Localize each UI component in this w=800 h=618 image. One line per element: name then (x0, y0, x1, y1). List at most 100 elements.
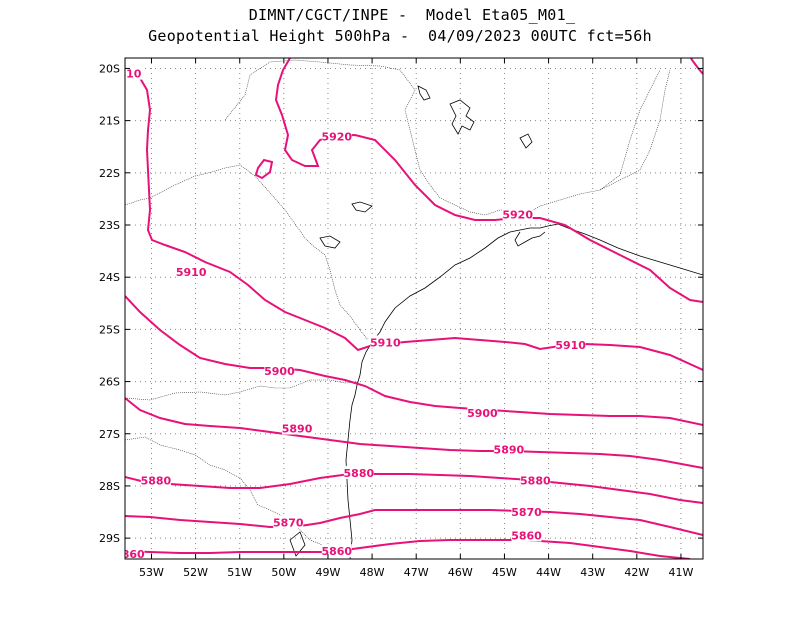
contour-label-background (125, 66, 142, 80)
contour-label-text: 5920 (502, 209, 533, 222)
coastline-and-borders (125, 59, 703, 559)
contour-label-background (321, 544, 352, 558)
contour-label: 5890 (494, 442, 525, 456)
contour-label: 5870 (511, 505, 542, 519)
contour-label-text: 5860 (321, 545, 352, 558)
contour-5920-ne (689, 58, 703, 75)
contour-label: 5900 (264, 364, 295, 378)
contour-label-background (321, 129, 352, 143)
lon-tick-label: 46W (448, 566, 473, 579)
contour-label: 5880 (520, 473, 551, 488)
axis-ticks: 53W 52W 51W 50W 49W 48W 47W 46W 45W 44W 43W 42W 41W 2… (99, 58, 703, 579)
contour-label: 5860 (321, 544, 352, 558)
lon-tick-label: 52W (183, 566, 208, 579)
state-border-pr-sc (125, 379, 359, 401)
contour-label-text: 5900 (467, 407, 498, 420)
contour-label-background (125, 546, 145, 559)
contour-label: 5860 (114, 546, 145, 561)
contour-label-text: 5870 (511, 506, 542, 519)
contour-5860 (125, 539, 691, 559)
reservoir-lake-3 (351, 201, 373, 213)
contour-label-text: 5910 (176, 266, 207, 279)
contour-label-background (555, 338, 586, 352)
lat-tick-label: 22S (99, 167, 120, 180)
contour-5890 (125, 397, 703, 469)
lon-tick-label: 50W (271, 566, 296, 579)
contour-label-background (370, 335, 401, 349)
contour-label: 5880 (140, 473, 172, 488)
graticule (125, 58, 703, 559)
lat-tick-label: 29S (99, 532, 120, 545)
lat-tick-label: 21S (99, 115, 120, 128)
map-frame (124, 57, 704, 560)
lon-tick-label: 53W (139, 566, 164, 579)
contour-label-background (140, 473, 171, 487)
contour-label-text: 5920 (321, 130, 352, 143)
reservoir-lake-2 (519, 133, 533, 149)
lat-tick-label: 28S (99, 480, 120, 493)
contour-label-background (520, 473, 551, 487)
contour-label: 5880 (343, 465, 375, 480)
reservoir-lake-4 (319, 235, 341, 249)
contour-label: 5920 (321, 129, 352, 143)
contour-label: 5910 (176, 264, 207, 279)
contour-label-text: 5860 (114, 548, 145, 561)
contour-label-text: 10 (126, 68, 142, 81)
contour-5920-north (274, 58, 703, 303)
guanabara-bay (514, 231, 546, 247)
contour-label: 5870 (273, 515, 304, 529)
contour-label-background (264, 364, 295, 378)
contour-label-text: 5890 (282, 423, 313, 436)
contour-label-background (493, 442, 524, 456)
chart-title-line-1: DIMNT/CGCT/INPE - Model Eta05_M01_ (248, 6, 576, 24)
coastline (345, 223, 703, 559)
contour-label-background (176, 264, 207, 278)
chart-title-line-2: Geopotential Height 500hPa - 04/09/2023 … (148, 27, 652, 45)
state-border-sp-pr (149, 164, 369, 341)
contour-label: 5890 (282, 421, 313, 436)
contour-label: 5900 (467, 405, 498, 420)
contour-label-background (273, 515, 304, 529)
contour-label: 10 (125, 66, 142, 81)
lagoa-dos-patos (289, 531, 306, 557)
lon-tick-label: 45W (492, 566, 517, 579)
lon-tick-label: 43W (580, 566, 605, 579)
state-border-ms (125, 197, 151, 206)
lon-tick-label: 42W (624, 566, 649, 579)
contour-label-text: 5880 (344, 467, 375, 480)
lon-tick-label: 44W (536, 566, 561, 579)
contour-5870 (125, 509, 703, 536)
contour-5880 (125, 473, 703, 504)
contour-label-background (511, 505, 542, 519)
contour-label-background (343, 465, 374, 479)
state-border-mg-es (599, 69, 661, 191)
contour-label-background (502, 207, 533, 221)
contour-label-text: 5880 (520, 475, 551, 488)
lat-tick-label: 23S (99, 219, 120, 232)
contour-label-text: 5870 (273, 516, 304, 529)
lat-tick-label: 26S (99, 376, 120, 389)
lon-tick-label: 48W (360, 566, 385, 579)
contour-label-text: 5860 (511, 530, 542, 543)
lon-tick-label: 41W (669, 566, 694, 579)
contour-label-background (467, 405, 498, 419)
contour-label: 5910 (370, 335, 401, 349)
contour-5920-closed (254, 158, 274, 180)
contour-5900 (125, 295, 703, 426)
contour-label: 5910 (555, 338, 586, 352)
lon-tick-label: 49W (316, 566, 341, 579)
state-border-sc-rs (125, 436, 345, 549)
reservoir-furnas (449, 99, 475, 135)
contour-label-text: 5910 (555, 339, 586, 352)
contour-label-background (511, 528, 542, 542)
contour-label-text: 5910 (370, 336, 401, 349)
contour-labels: 10 5920 5920 5910 5910 5910 5900 5900 5890 5890 58… (114, 66, 586, 561)
lat-tick-label: 20S (99, 62, 120, 75)
state-border-mg-sp (224, 59, 526, 216)
contour-label: 5920 (502, 207, 533, 222)
contour-label: 5860 (511, 528, 542, 543)
lat-tick-label: 25S (99, 323, 120, 336)
lat-tick-label: 27S (99, 428, 120, 441)
height-contours (125, 58, 703, 559)
